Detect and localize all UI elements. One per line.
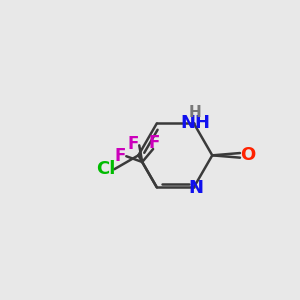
Text: F: F [114,147,126,165]
Text: O: O [240,146,255,164]
Text: F: F [128,135,139,153]
Text: Cl: Cl [96,160,116,178]
Text: F: F [149,134,160,152]
Text: N: N [189,179,204,197]
Text: NH: NH [180,114,210,132]
Text: H: H [189,105,202,120]
